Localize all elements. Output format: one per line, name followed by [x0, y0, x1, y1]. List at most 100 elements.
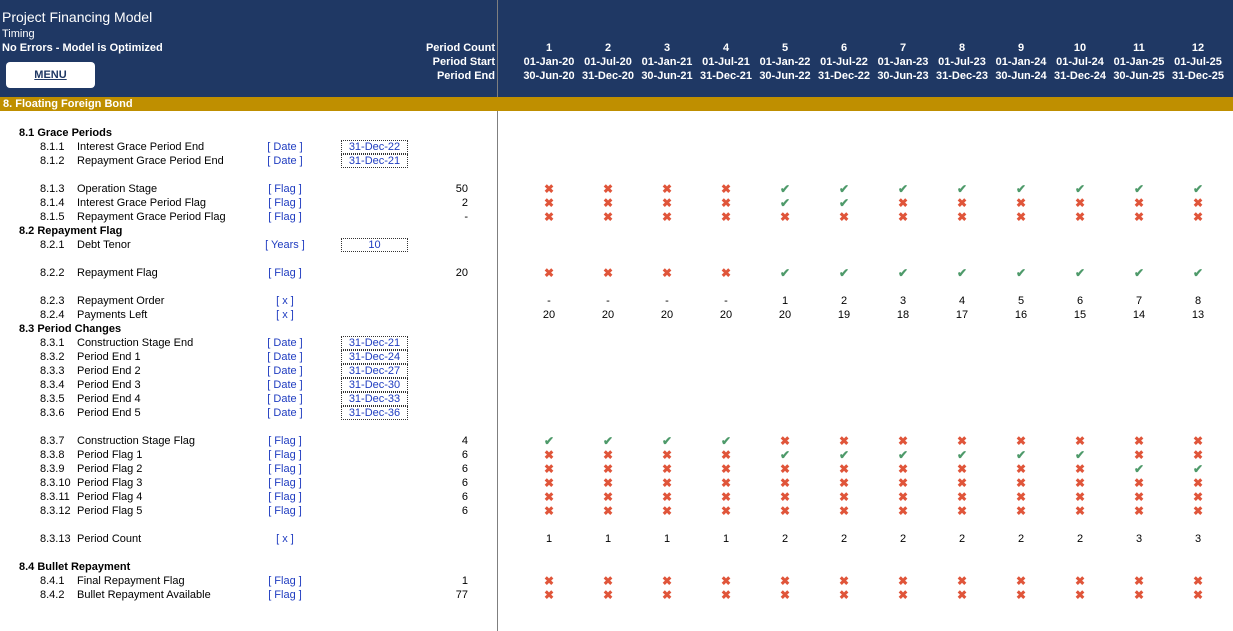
period-value: 1 [781, 295, 789, 307]
period-value: 14 [1132, 309, 1146, 321]
cross-icon: ✖ [543, 196, 555, 210]
model-title: Project Financing Model [2, 9, 153, 25]
cross-icon: ✖ [1074, 574, 1086, 588]
cross-icon: ✖ [602, 462, 614, 476]
row-total: 77 [455, 589, 468, 601]
cross-icon: ✖ [897, 574, 909, 588]
cross-icon: ✖ [779, 434, 791, 448]
row-unit: [ Date ] [267, 337, 303, 349]
period-value: - [665, 295, 669, 307]
cross-icon: ✖ [897, 588, 909, 602]
row-unit: [ Date ] [267, 141, 303, 153]
period-end-date: 31-Dec-24 [1054, 70, 1106, 82]
cross-icon: ✖ [661, 448, 673, 462]
row-label: Repayment Flag [77, 267, 158, 279]
period-number: 9 [1017, 42, 1025, 54]
row-unit: [ Date ] [267, 393, 303, 405]
input-cell[interactable]: 31-Dec-30 [341, 378, 408, 392]
cross-icon: ✖ [543, 266, 555, 280]
input-cell[interactable]: 10 [341, 238, 408, 252]
check-icon: ✔ [779, 182, 791, 196]
period-start-date: 01-Jan-25 [1113, 56, 1165, 68]
check-icon: ✔ [779, 448, 791, 462]
cross-icon: ✖ [838, 476, 850, 490]
cross-icon: ✖ [838, 490, 850, 504]
period-value: 3 [1135, 533, 1143, 545]
model-row: 8.3.7 Construction Stage Flag [ Flag ] 4 ✔ ✔ ✔… [0, 434, 1233, 448]
model-row: 8.2.1 Debt Tenor [ Years ] 10 [0, 238, 1233, 252]
model-row: 8.3.1 Construction Stage End [ Date ] 31-De… [0, 336, 1233, 350]
row-label: Period End 5 [77, 407, 141, 419]
cross-icon: ✖ [661, 504, 673, 518]
row-unit: [ Flag ] [268, 435, 302, 447]
period-start-date: 01-Jul-23 [938, 56, 986, 68]
row-label: Construction Stage End [77, 337, 194, 349]
period-value: 20 [778, 309, 792, 321]
model-row: 8.3.6 Period End 5 [ Date ] 31-Dec-36 [0, 406, 1233, 420]
cross-icon: ✖ [602, 476, 614, 490]
cross-icon: ✖ [779, 476, 791, 490]
input-cell[interactable]: 31-Dec-21 [341, 154, 408, 168]
period-count-label: Period Count [425, 42, 495, 54]
period-number: 7 [899, 42, 907, 54]
cross-icon: ✖ [1133, 476, 1145, 490]
input-cell[interactable]: 31-Dec-36 [341, 406, 408, 420]
input-cell[interactable]: 31-Dec-21 [341, 336, 408, 350]
row-unit: [ Date ] [267, 155, 303, 167]
cross-icon: ✖ [897, 196, 909, 210]
period-start-date: 01-Jan-24 [995, 56, 1047, 68]
cross-icon: ✖ [897, 434, 909, 448]
cross-icon: ✖ [1192, 504, 1204, 518]
period-value: 2 [1076, 533, 1084, 545]
period-end-date: 31-Dec-25 [1172, 70, 1224, 82]
cross-icon: ✖ [1192, 588, 1204, 602]
input-cell[interactable]: 31-Dec-24 [341, 350, 408, 364]
input-cell[interactable]: 31-Dec-33 [341, 392, 408, 406]
cross-icon: ✖ [1192, 448, 1204, 462]
cross-icon: ✖ [1074, 490, 1086, 504]
cross-icon: ✖ [897, 476, 909, 490]
row-unit: [ Flag ] [268, 267, 302, 279]
input-cell[interactable]: 31-Dec-27 [341, 364, 408, 378]
group-header: 8.2 Repayment Flag [0, 224, 1233, 238]
model-row: 8.3.4 Period End 3 [ Date ] 31-Dec-30 [0, 378, 1233, 392]
cross-icon: ✖ [602, 588, 614, 602]
row-unit: [ Date ] [267, 407, 303, 419]
period-start-date: 01-Jan-23 [877, 56, 929, 68]
check-icon: ✔ [1133, 266, 1145, 280]
cross-icon: ✖ [543, 588, 555, 602]
model-row: 8.1.5 Repayment Grace Period Flag [ Flag ]… [0, 210, 1233, 224]
cross-icon: ✖ [661, 210, 673, 224]
cross-icon: ✖ [1074, 210, 1086, 224]
check-icon: ✔ [602, 434, 614, 448]
cross-icon: ✖ [602, 504, 614, 518]
check-icon: ✔ [1074, 182, 1086, 196]
check-icon: ✔ [838, 266, 850, 280]
cross-icon: ✖ [1015, 462, 1027, 476]
cross-icon: ✖ [661, 476, 673, 490]
period-value: - [724, 295, 728, 307]
period-value: 19 [837, 309, 851, 321]
row-number: 8.1.3 [40, 183, 65, 195]
row-label: Payments Left [77, 309, 148, 321]
cross-icon: ✖ [779, 490, 791, 504]
period-number: 3 [663, 42, 671, 54]
row-number: 8.2.3 [40, 295, 65, 307]
cross-icon: ✖ [720, 476, 732, 490]
cross-icon: ✖ [720, 266, 732, 280]
cross-icon: ✖ [1015, 574, 1027, 588]
input-cell[interactable]: 31-Dec-22 [341, 140, 408, 154]
check-icon: ✔ [1192, 266, 1204, 280]
period-value: 15 [1073, 309, 1087, 321]
cross-icon: ✖ [956, 574, 968, 588]
model-row: 8.4.1 Final Repayment Flag [ Flag ] 1 ✖ ✖ ✖ ✖ ✖ ✖… [0, 574, 1233, 588]
cross-icon: ✖ [956, 462, 968, 476]
period-value: 5 [1017, 295, 1025, 307]
menu-button[interactable]: MENU [6, 62, 95, 88]
model-row: 8.3.11 Period Flag 4 [ Flag ] 6 ✖ ✖ ✖ ✖ ✖ ✖ ✖ ✖ ✖ ✖ ✖ ✖ [0, 490, 1233, 504]
period-value: 1 [663, 533, 671, 545]
cross-icon: ✖ [1074, 434, 1086, 448]
model-row: 8.2.2 Repayment Flag [ Flag ] 20 ✖ ✖ ✖ ✖ ✔ ✔ ✔ ✔ ✔ ✔ ✔… [0, 266, 1233, 280]
cross-icon: ✖ [1074, 504, 1086, 518]
group-header: 8.4 Bullet Repayment [0, 560, 1233, 574]
